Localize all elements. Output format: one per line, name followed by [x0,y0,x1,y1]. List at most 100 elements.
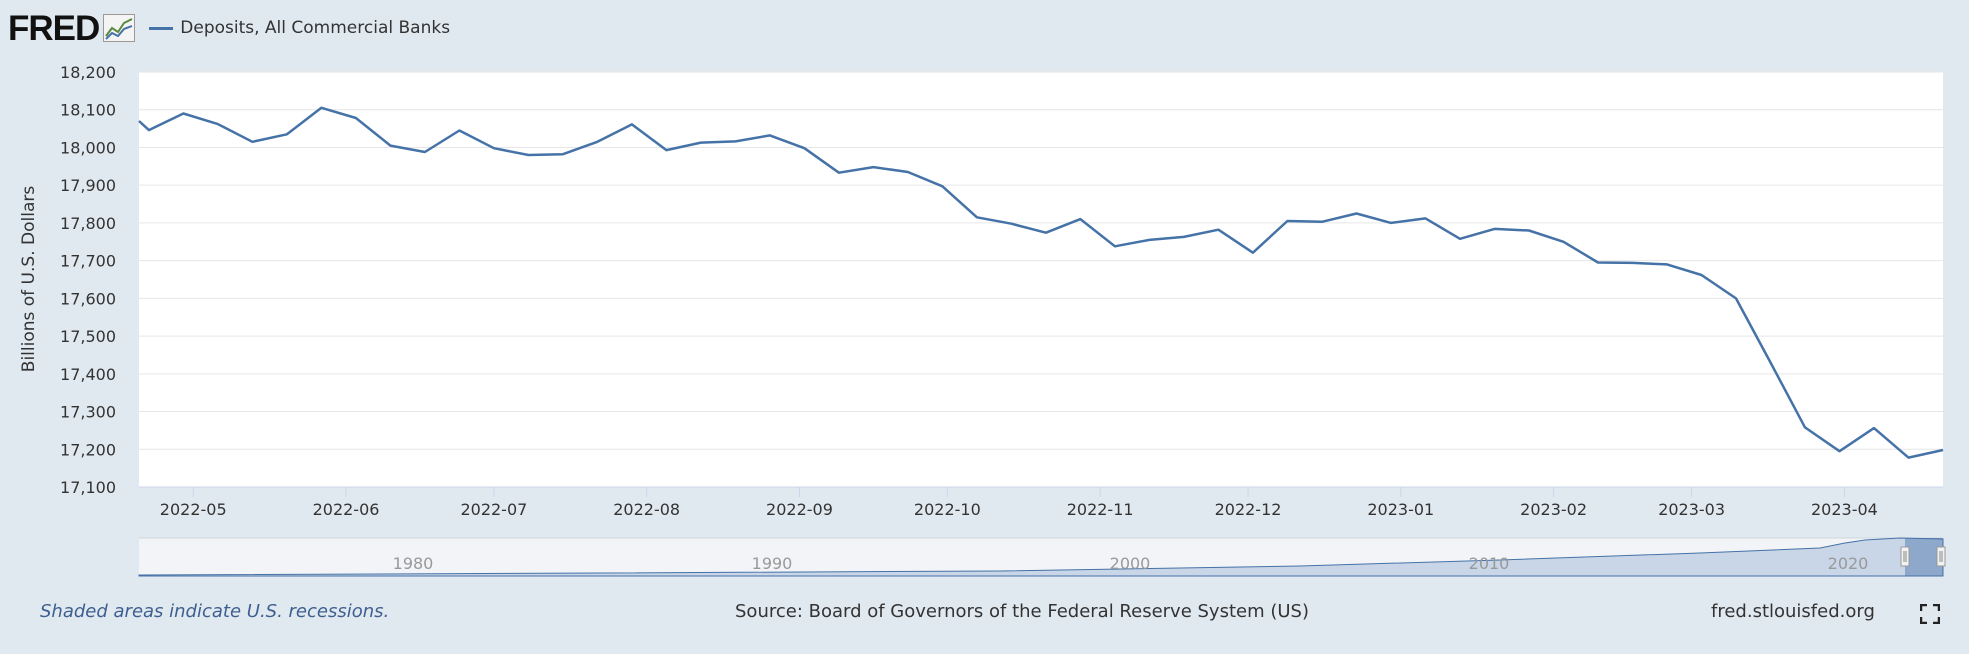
data-point[interactable] [1732,294,1740,302]
data-point[interactable] [135,117,143,125]
data-point[interactable] [800,144,808,152]
data-point[interactable] [628,120,636,128]
navigator-label: 2010 [1469,554,1510,573]
data-point[interactable] [248,138,256,146]
series-group [135,104,1947,462]
data-point[interactable] [352,114,360,122]
data-point[interactable] [766,131,774,139]
x-axis: 2022-05 2022-06 2022-07 2022-08 2022-09 2022-… [139,486,1943,519]
x-tick-label: 2023-02 [1520,500,1587,519]
x-tick-label: 2022-05 [160,500,227,519]
data-point[interactable] [1111,242,1119,250]
data-point[interactable] [1042,229,1050,237]
y-tick-label: 17,800 [60,214,116,233]
y-tick-label: 17,200 [60,440,116,459]
data-point[interactable] [1836,447,1844,455]
data-point[interactable] [1663,260,1671,268]
x-tick-label: 2022-07 [460,500,527,519]
fred-logo-text: FRED [8,8,100,48]
data-point[interactable] [1007,220,1015,228]
data-point[interactable] [386,142,394,150]
data-point[interactable] [145,126,153,134]
navigator-label: 1990 [752,554,793,573]
data-point[interactable] [1801,423,1809,431]
y-tick-label: 17,500 [60,327,116,346]
data-point[interactable] [490,144,498,152]
data-point[interactable] [214,120,222,128]
navigator-area [138,537,1944,577]
data-point[interactable] [1594,259,1602,267]
y-tick-label: 18,200 [60,63,116,82]
data-point[interactable] [1905,454,1913,462]
data-point[interactable] [1145,236,1153,244]
data-point[interactable] [179,110,187,118]
data-point[interactable] [1456,235,1464,243]
data-point[interactable] [559,150,567,158]
data-point[interactable] [731,137,739,145]
data-point[interactable] [1491,225,1499,233]
y-tick-label: 17,900 [60,176,116,195]
x-tick-label: 2022-06 [313,500,380,519]
plot-background [139,72,1943,487]
legend-swatch [149,26,174,30]
data-point[interactable] [1698,271,1706,279]
y-axis: 18,200 18,100 18,000 17,900 17,800 17,700 17,6… [60,63,116,497]
data-point[interactable] [869,163,877,171]
navigator-label: 2020 [1828,554,1869,573]
data-point[interactable] [317,104,325,112]
fred-logo[interactable]: FRED [8,8,136,48]
x-tick-label: 2023-04 [1811,500,1878,519]
range-navigator[interactable]: 1980 1990 2000 2010 2020 [138,537,1946,577]
data-point[interactable] [1560,238,1568,246]
y-tick-label: 17,700 [60,252,116,271]
data-point[interactable] [421,148,429,156]
x-tick-label: 2022-09 [766,500,833,519]
x-tick-label: 2022-08 [613,500,680,519]
data-point[interactable] [1767,359,1775,367]
data-point[interactable] [1318,218,1326,226]
data-point[interactable] [1214,226,1222,234]
data-point[interactable] [455,127,463,135]
data-point[interactable] [1180,233,1188,241]
y-tick-label: 18,100 [60,101,116,120]
y-tick-label: 17,600 [60,289,116,308]
x-tick-label: 2022-10 [914,500,981,519]
data-point[interactable] [1525,227,1533,235]
data-point[interactable] [593,138,601,146]
data-point[interactable] [973,213,981,221]
trend-chart-icon [103,14,136,42]
data-point[interactable] [938,182,946,190]
y-tick-label: 17,300 [60,403,116,422]
data-point[interactable] [283,130,291,138]
x-tick-label: 2023-03 [1658,500,1725,519]
data-point[interactable] [1422,214,1430,222]
source-note: Source: Board of Governors of the Federa… [735,601,1309,622]
data-point[interactable] [662,146,670,154]
chart-legend[interactable]: Deposits, All Commercial Banks [149,18,450,38]
data-point[interactable] [835,169,843,177]
data-point[interactable] [1249,249,1257,257]
recession-note: Shaded areas indicate U.S. recessions. [40,601,390,622]
data-point[interactable] [1870,424,1878,432]
data-point[interactable] [1283,217,1291,225]
data-point[interactable] [1076,215,1084,223]
y-tick-label: 18,000 [60,138,116,157]
data-point[interactable] [1629,259,1637,267]
data-point[interactable] [1387,219,1395,227]
y-axis-label: Billions of U.S. Dollars [19,186,39,373]
site-link[interactable]: fred.stlouisfed.org [1711,601,1875,622]
legend-label: Deposits, All Commercial Banks [180,18,451,38]
navigator-right-handle[interactable] [1936,546,1946,567]
chart-header: FRED Deposits, All Commercial Banks [8,8,450,48]
data-point[interactable] [697,139,705,147]
data-point[interactable] [904,168,912,176]
navigator-left-handle[interactable] [1900,546,1910,567]
navigator-label: 1980 [393,554,434,573]
chart: 2022-05 2022-06 2022-07 2022-08 2022-09 2022-… [19,63,1947,577]
data-point[interactable] [1353,210,1361,218]
data-point[interactable] [1939,446,1947,454]
fullscreen-icon[interactable] [1920,604,1940,624]
data-point[interactable] [524,151,532,159]
x-tick-label: 2022-12 [1215,500,1282,519]
series-line[interactable] [138,106,1944,459]
